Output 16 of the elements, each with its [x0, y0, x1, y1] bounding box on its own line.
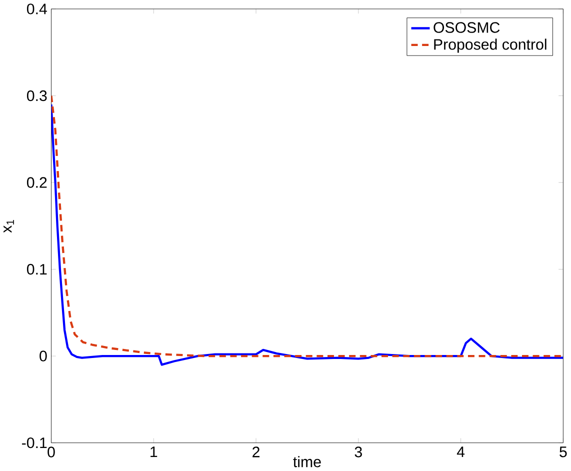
- x-tick-label: 4: [456, 446, 465, 458]
- y-tick-label: 0: [40, 350, 47, 362]
- y-tick-label: 0.4: [26, 4, 47, 14]
- y-tick-label: -0.1: [22, 438, 47, 448]
- x-tick-label: 5: [560, 446, 567, 458]
- y-axis-title: x$_{1}$: [4, 220, 14, 233]
- y-tick-label: 0.3: [26, 90, 47, 102]
- x-axis-title: time: [293, 456, 321, 468]
- legend-label: Proposed control: [434, 38, 546, 53]
- x-tick-label: 3: [354, 446, 362, 458]
- y-tick-label: 0.1: [26, 264, 47, 275]
- legend-label: OSOSMC: [434, 22, 500, 33]
- x-tick-label: 1: [150, 446, 158, 458]
- y-tick-label: 0.2: [26, 177, 47, 188]
- x-tick-label: 2: [252, 446, 260, 458]
- x-tick-label: 0: [48, 446, 55, 458]
